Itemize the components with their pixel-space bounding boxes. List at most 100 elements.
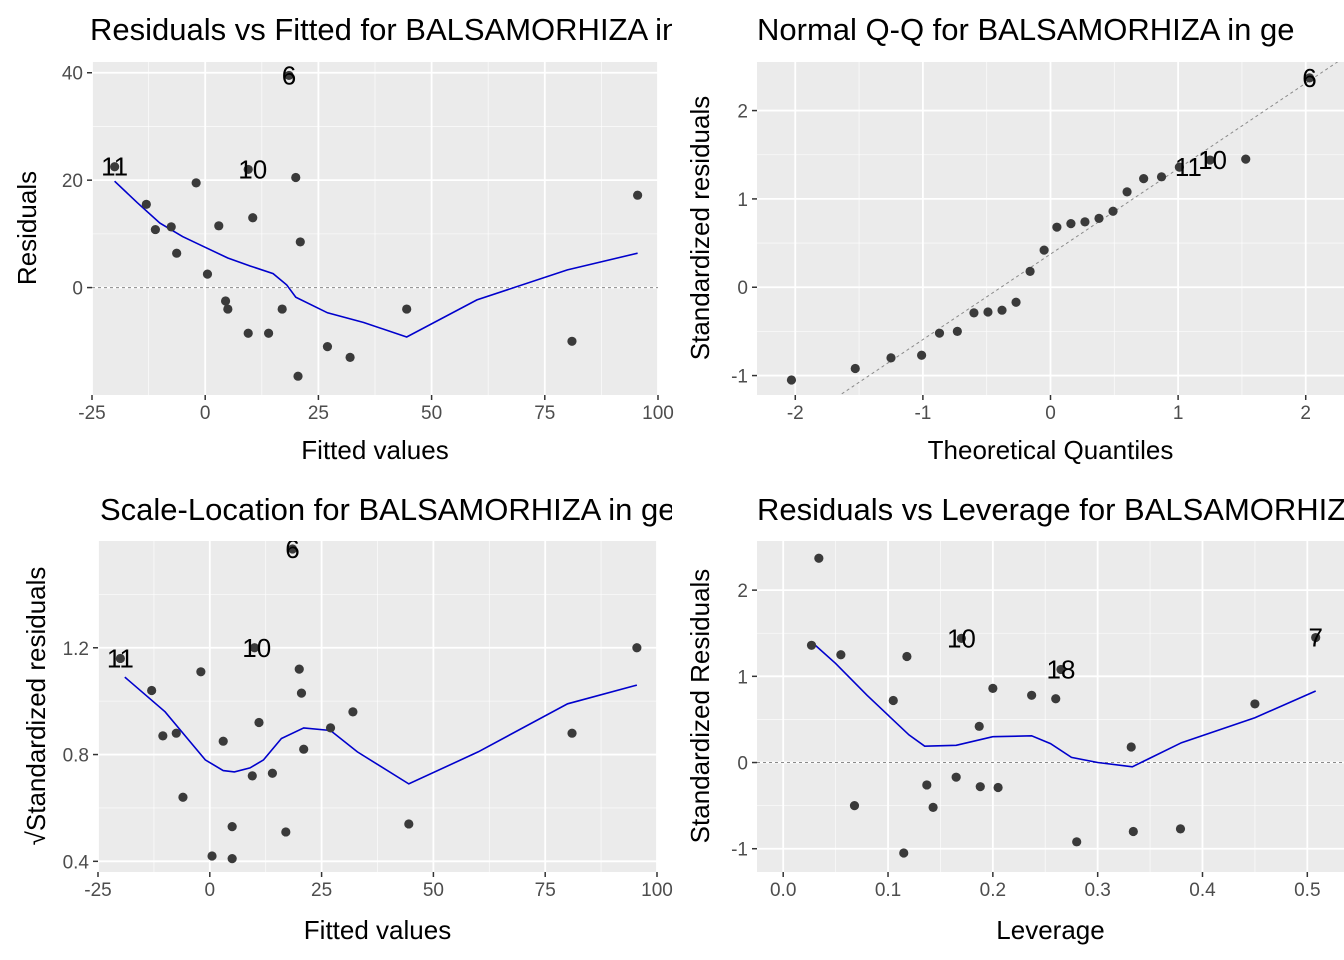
data-point: [1051, 694, 1061, 704]
point-label: 11: [107, 643, 134, 673]
x-axis-label: Leverage: [996, 915, 1104, 945]
data-point: [263, 328, 274, 338]
data-point: [1175, 824, 1186, 834]
point-label: 7: [1308, 623, 1322, 653]
data-point: [1128, 826, 1138, 837]
data-point: [1122, 187, 1132, 197]
data-point: [997, 305, 1007, 315]
plot-contents: 10 18 7: [757, 553, 1344, 858]
x-tick-label: 0.2: [980, 880, 1006, 901]
x-tick-label: -25: [84, 880, 111, 901]
data-point: [993, 782, 1003, 793]
data-point: [1304, 73, 1315, 83]
y-tick-label: 0: [737, 278, 748, 299]
minor-gridlines: [92, 62, 658, 395]
data-point: [1250, 699, 1260, 709]
plot-background: [757, 541, 1344, 872]
data-point: [850, 363, 860, 374]
data-point: [227, 822, 237, 832]
data-point: [294, 664, 304, 674]
data-point: [296, 688, 307, 698]
data-point: [345, 352, 355, 363]
y-axis-label: Standardized residuals: [685, 96, 715, 361]
chart-title: Normal Q-Q for BALSAMORHIZA in ge: [757, 12, 1294, 47]
data-point: [922, 780, 932, 790]
point-label: 11: [101, 152, 128, 182]
data-point: [202, 269, 213, 279]
point-label: 10: [242, 633, 271, 663]
x-axis-label: Theoretical Quantiles: [928, 435, 1174, 465]
data-point: [207, 851, 217, 861]
data-point: [1025, 266, 1035, 276]
x-tick-label: 0.5: [1294, 880, 1320, 901]
data-point: [404, 819, 414, 829]
data-point: [849, 801, 860, 811]
data-point: [1052, 222, 1062, 232]
data-point: [322, 342, 333, 352]
y-axis-label: Standardized Residuals: [685, 569, 715, 844]
data-point: [1241, 154, 1251, 164]
data-point: [293, 371, 303, 381]
data-point: [220, 296, 231, 306]
data-point: [567, 336, 577, 346]
data-point: [249, 643, 260, 653]
data-point: [1139, 173, 1149, 184]
data-point: [214, 221, 224, 231]
data-point: [1080, 217, 1090, 227]
data-point: [178, 792, 188, 802]
data-point: [988, 683, 998, 693]
data-point: [147, 685, 157, 696]
data-point: [196, 667, 206, 677]
x-tick-label: 50: [421, 403, 442, 424]
data-point: [172, 248, 182, 258]
major-gridlines: [757, 62, 1344, 395]
x-tick-label: 0: [1045, 403, 1056, 424]
y-axis-label: Residuals: [12, 171, 42, 285]
x-tick-label: -25: [78, 403, 105, 424]
x-tick-label: 1: [1173, 403, 1184, 424]
data-point: [166, 222, 176, 232]
data-point: [267, 768, 278, 778]
data-point: [247, 771, 257, 781]
data-point: [243, 164, 253, 175]
data-point: [806, 640, 817, 650]
x-tick-label: 25: [308, 403, 329, 424]
data-point: [983, 307, 993, 317]
data-point: [1205, 155, 1215, 165]
data-point: [402, 304, 412, 314]
data-point: [786, 375, 797, 385]
data-point: [633, 190, 643, 200]
point-label: 10: [1198, 145, 1227, 175]
panel-p3: -25 0 25 50 75 100 0.4 0.8 1.2 6 11 10 Scale-Locatio…: [21, 492, 673, 945]
y-tick-label: 0.4: [63, 852, 90, 873]
data-point: [1072, 837, 1082, 847]
y-tick-label: -1: [731, 367, 748, 388]
y-tick-label: 1: [737, 190, 748, 211]
x-tick-label: -1: [914, 403, 931, 424]
x-tick-label: 75: [534, 403, 555, 424]
data-point: [974, 721, 984, 731]
y-tick-label: 1: [737, 667, 748, 688]
x-tick-label: 0.4: [1189, 880, 1216, 901]
data-point: [1011, 297, 1021, 307]
y-tick-label: -1: [731, 840, 748, 861]
data-point: [814, 553, 824, 563]
data-point: [150, 224, 160, 235]
data-point: [917, 350, 927, 360]
data-point: [223, 304, 233, 314]
point-label: 10: [238, 154, 267, 184]
data-point: [1156, 172, 1167, 182]
chart-title: Residuals vs Leverage for BALSAMORHIZA i…: [757, 492, 1344, 527]
data-point: [348, 707, 358, 717]
y-tick-label: 1.2: [63, 639, 89, 660]
x-tick-label: 0.3: [1084, 880, 1110, 901]
data-point: [281, 827, 291, 837]
y-tick-label: 40: [62, 64, 83, 85]
data-point: [243, 328, 253, 338]
data-point: [158, 731, 168, 741]
y-axis-label: √Standardized residuals: [21, 567, 51, 846]
major-gridlines: [98, 541, 657, 872]
data-point: [287, 544, 298, 554]
data-point: [952, 326, 962, 337]
